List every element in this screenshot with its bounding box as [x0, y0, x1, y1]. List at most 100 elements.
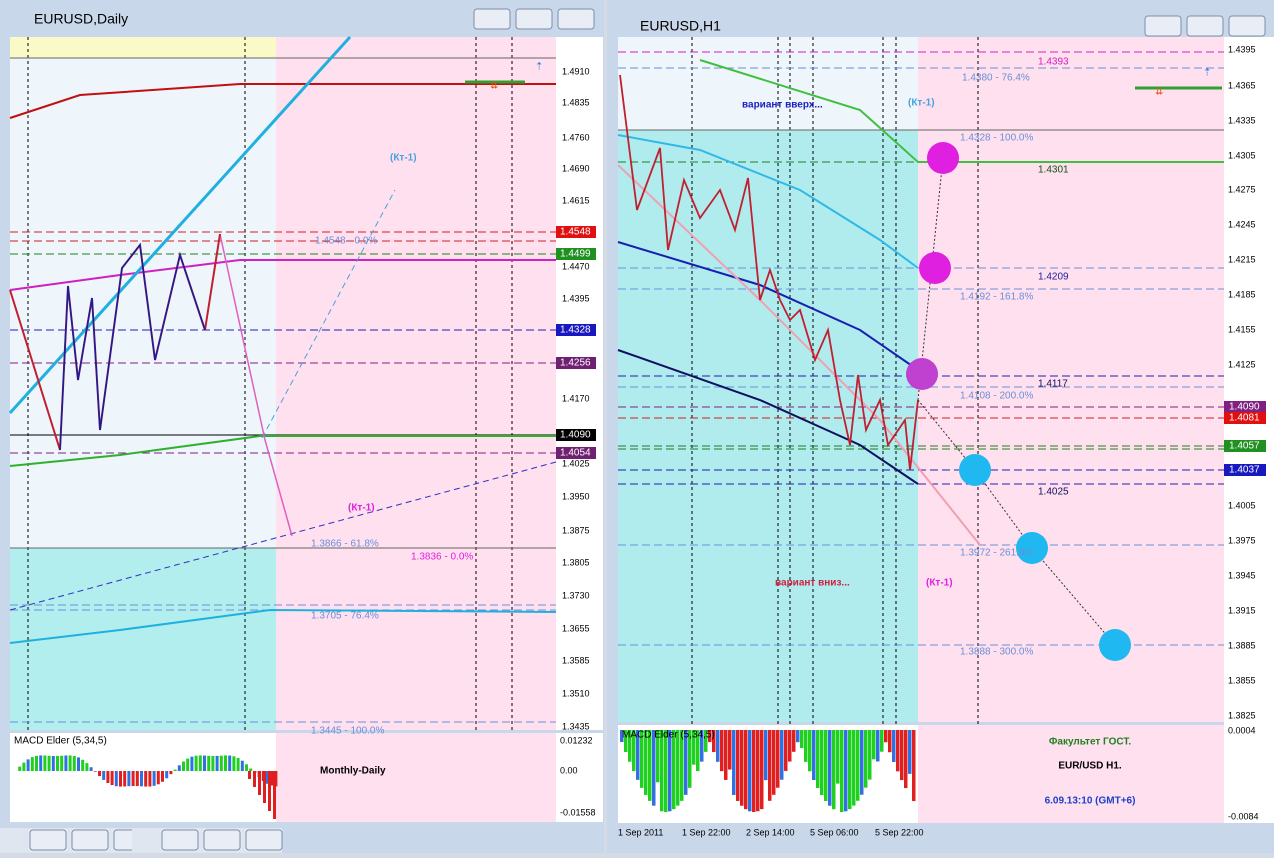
arrow-down: ⇊: [1155, 87, 1163, 98]
window-close-button[interactable]: [557, 8, 595, 30]
target-point: [927, 142, 959, 174]
annotation: 1.3972 - 261.8%: [960, 548, 1033, 559]
price-axis-label: 1.3975: [1228, 535, 1256, 545]
macd-bar: [660, 730, 664, 812]
price-tag: [556, 248, 596, 260]
price-axis-label: 1.4910: [562, 66, 590, 76]
macd-bar: [712, 730, 716, 753]
macd-bar: [748, 730, 752, 812]
price-axis-label: 1.3435: [562, 721, 590, 731]
annotation: 1.3445 - 100.0%: [311, 726, 384, 737]
macd-bar: [268, 771, 271, 811]
region: [10, 37, 276, 548]
price-axis-label: 1.3855: [1228, 675, 1256, 685]
window-title: EURUSD,Daily: [34, 11, 128, 27]
annotation: 1.4548 - 0.0%: [315, 236, 377, 247]
macd-bar: [908, 730, 912, 774]
indicator-axis-label: 0.0004: [1228, 725, 1256, 735]
macd-bar: [708, 730, 712, 743]
price-axis-label: 1.4025: [562, 458, 590, 468]
macd-bar: [876, 730, 880, 762]
window-close-button[interactable]: [1228, 15, 1266, 37]
macd-bar: [744, 730, 748, 810]
macd-bar: [628, 730, 632, 762]
macd-bar: [620, 730, 624, 742]
window-minimize-button[interactable]: [1144, 15, 1182, 37]
annotation: 1.4393: [1038, 57, 1069, 68]
caption: Факультет ГОСТ.: [1049, 737, 1131, 748]
window-minimize-button[interactable]: [29, 829, 67, 851]
macd-bar: [56, 755, 59, 771]
window-maximize-button[interactable]: [71, 829, 109, 851]
macd-bar: [728, 730, 732, 770]
window-title: EURUSD,H1: [640, 18, 721, 34]
window-minimize-button[interactable]: [161, 829, 199, 851]
macd-bar: [43, 755, 47, 771]
macd-bar: [182, 761, 185, 771]
annotation: 1.4380 - 76.4%: [962, 73, 1030, 84]
annotation: (Кт-1): [908, 98, 935, 109]
arrow-up: ⇡: [1203, 68, 1211, 79]
price-line: [261, 189, 396, 439]
macd-bar: [165, 771, 169, 779]
macd-bar: [102, 771, 106, 780]
annotation: 1.3866 - 61.8%: [311, 539, 379, 550]
window-close-button[interactable]: [245, 829, 283, 851]
price-line: [264, 439, 293, 537]
macd-bar: [177, 765, 181, 771]
annotation: 1.4209: [1038, 272, 1069, 283]
macd-bar: [119, 771, 122, 787]
macd-bar: [258, 771, 261, 795]
macd-bar: [704, 730, 708, 752]
macd-bar: [194, 755, 198, 771]
price-line: [9, 461, 557, 611]
macd-bar: [203, 755, 206, 771]
macd-bar: [716, 730, 720, 762]
annotation: (Кт-1): [348, 503, 375, 514]
price-tag: [556, 429, 596, 441]
macd-bar: [77, 757, 80, 771]
price-axis-label: 1.3875: [562, 525, 590, 535]
price-axis-label: 1.3805: [562, 557, 590, 567]
macd-bar: [884, 730, 888, 743]
macd-bar: [273, 771, 276, 819]
window-minimize-button[interactable]: [473, 8, 511, 30]
window-maximize-button[interactable]: [1186, 15, 1224, 37]
annotation: вариант вверх...: [742, 100, 823, 111]
macd-bar: [760, 730, 764, 810]
region: [276, 733, 556, 822]
price-axis-label: 1.3945: [1228, 570, 1256, 580]
macd-bar: [114, 771, 118, 787]
target-point: [919, 252, 951, 284]
price-tag-label: 1.4328: [560, 325, 591, 336]
macd-bar: [148, 771, 152, 787]
price-axis-label: 1.3915: [1228, 605, 1256, 615]
macd-bar: [232, 756, 236, 771]
price-axis-label: 1.4155: [1228, 324, 1256, 334]
price-axis-label: 1.4760: [562, 132, 590, 142]
price-line: [699, 59, 1224, 163]
window-maximize-button[interactable]: [515, 8, 553, 30]
annotation: 1.3888 - 300.0%: [960, 647, 1033, 658]
window-maximize-button[interactable]: [203, 829, 241, 851]
macd-bar: [840, 730, 844, 812]
macd-bar: [732, 730, 736, 795]
macd-bar: [824, 730, 828, 801]
macd-bar: [804, 730, 808, 762]
macd-bar: [248, 771, 251, 779]
macd-bar: [632, 730, 636, 772]
macd-bar: [123, 771, 127, 787]
price-axis-label: 1.4835: [562, 97, 590, 107]
price-line: [617, 349, 919, 485]
macd-bar: [736, 730, 740, 801]
price-axis-label: 1.4185: [1228, 289, 1256, 299]
price-axis-label: 1.4470: [562, 261, 590, 271]
macd-bar: [219, 755, 223, 771]
target-point: [1016, 532, 1048, 564]
macd-bar: [752, 730, 756, 812]
macd-bar: [644, 730, 648, 795]
indicator-axis-label: 0.01232: [560, 735, 593, 745]
date-label: 5 Sep 06:00: [810, 827, 859, 837]
macd-bar: [888, 730, 892, 753]
price-line: [617, 241, 919, 371]
